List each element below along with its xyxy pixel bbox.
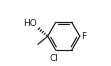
Text: F: F (81, 32, 86, 41)
Text: Cl: Cl (49, 54, 58, 63)
Text: HO: HO (24, 19, 37, 28)
